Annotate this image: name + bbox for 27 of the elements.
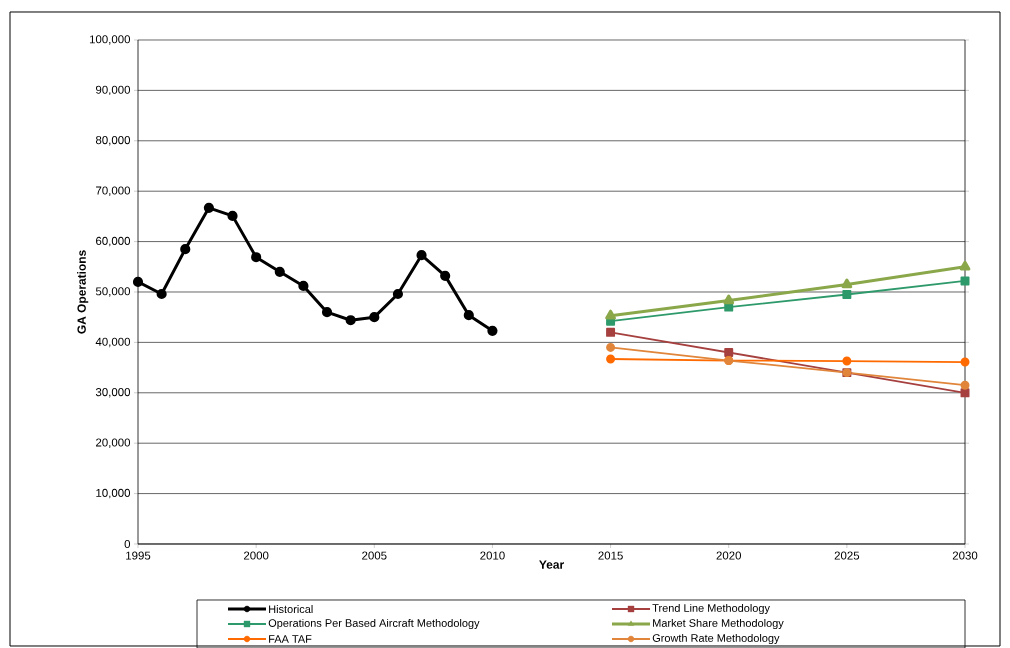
y-tick-label: 100,000 [89,35,131,45]
y-tick-label: 80,000 [95,135,131,146]
legend-label: Trend Line Methodology [652,603,770,614]
x-axis-title: Year [539,560,564,569]
x-tick-label: 2025 [834,551,860,560]
legend-label: Operations Per Based Aircraft Methodology [268,618,480,629]
y-tick-label: 90,000 [95,85,131,95]
y-tick-label: 50,000 [95,287,131,297]
x-tick-label: 1995 [126,551,151,560]
x-tick-label: 2010 [480,551,505,560]
x-tick-label: 2030 [952,551,978,560]
x-tick-label: 2005 [362,551,387,560]
y-tick-label: 30,000 [95,387,131,398]
y-tick-label: 70,000 [96,186,131,196]
x-tick-label: 2015 [598,551,623,560]
legend-label: Market Share Methodology [653,618,784,629]
y-axis-title: GA Operations [77,250,89,334]
x-tick-label: 2000 [243,551,269,560]
y-tick-label: 0 [124,539,131,548]
y-tick-label: 40,000 [95,337,131,347]
x-tick-label: 2020 [716,551,742,560]
legend-label: Historical [269,604,313,613]
y-tick-label: 10,000 [96,488,131,499]
legend-label: FAA TAF [269,635,312,643]
y-tick-label: 60,000 [96,236,131,247]
y-tick-label: 20,000 [96,438,131,448]
legend-label: Growth Rate Methodology [652,633,780,644]
